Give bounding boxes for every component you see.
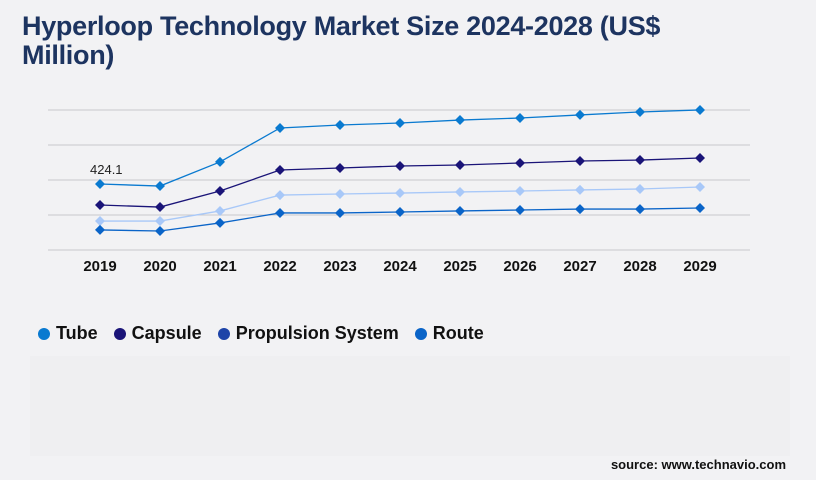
data-point bbox=[575, 184, 585, 195]
data-point bbox=[695, 153, 705, 164]
data-point bbox=[575, 155, 585, 166]
data-point bbox=[95, 224, 105, 235]
line-chart: 2019 2020 2021 2022 2023 2024 2025 2026 2027 2028… bbox=[48, 104, 750, 275]
x-tick-label: 2027 bbox=[563, 258, 596, 275]
data-point bbox=[275, 190, 285, 201]
legend-dot-icon bbox=[38, 327, 50, 340]
legend-panel-background bbox=[30, 356, 790, 456]
data-point bbox=[395, 188, 405, 199]
legend-label: Tube bbox=[56, 323, 98, 343]
x-tick-label: 2028 bbox=[623, 258, 656, 275]
data-point bbox=[335, 207, 345, 218]
data-point bbox=[395, 118, 405, 129]
chart-title: Hyperloop Technology Market Size 2024-20… bbox=[22, 11, 661, 70]
legend-dot-icon bbox=[113, 327, 126, 340]
legend-label: Capsule bbox=[131, 323, 202, 343]
data-point bbox=[455, 160, 465, 171]
data-point bbox=[455, 115, 465, 126]
data-point bbox=[335, 162, 345, 173]
data-point bbox=[335, 188, 345, 199]
data-point bbox=[215, 217, 225, 228]
x-tick-label: 2025 bbox=[443, 258, 476, 275]
source-label: source: www.technavio.com bbox=[610, 457, 786, 472]
data-point bbox=[275, 122, 285, 133]
data-point bbox=[155, 216, 165, 227]
x-tick-label: 2026 bbox=[503, 258, 536, 275]
data-point bbox=[395, 207, 405, 218]
x-tick-label: 2029 bbox=[683, 258, 716, 275]
x-tick-label: 2022 bbox=[263, 258, 296, 275]
data-point bbox=[515, 205, 525, 216]
data-point bbox=[95, 200, 105, 211]
data-point bbox=[95, 216, 105, 227]
x-tick-label: 2020 bbox=[143, 258, 176, 275]
data-point bbox=[635, 183, 645, 194]
data-point bbox=[155, 226, 165, 237]
legend-dot-icon bbox=[217, 327, 230, 340]
data-point bbox=[695, 202, 705, 213]
data-point bbox=[515, 158, 525, 169]
data-point bbox=[95, 179, 105, 189]
x-tick-label: 2021 bbox=[203, 258, 236, 275]
x-tick-label: 2023 bbox=[323, 258, 356, 275]
data-point bbox=[155, 181, 165, 192]
legend-label: Propulsion System bbox=[235, 323, 399, 343]
data-point bbox=[575, 204, 585, 215]
data-point bbox=[635, 155, 645, 166]
legend-item: Route bbox=[414, 323, 484, 344]
legend-dot-icon bbox=[414, 327, 427, 340]
data-point bbox=[575, 109, 585, 120]
legend-item: Propulsion System bbox=[217, 323, 399, 344]
data-point bbox=[455, 186, 465, 197]
data-point bbox=[155, 202, 165, 213]
data-point bbox=[515, 186, 525, 197]
data-point bbox=[215, 205, 225, 216]
data-point bbox=[695, 104, 705, 115]
data-point bbox=[455, 205, 465, 216]
data-point bbox=[275, 165, 285, 176]
x-tick-label: 2019 bbox=[83, 258, 116, 275]
data-point bbox=[635, 204, 645, 215]
data-point bbox=[395, 160, 405, 171]
data-point bbox=[215, 156, 225, 167]
data-label: 424.1 bbox=[90, 162, 123, 177]
data-point bbox=[635, 106, 645, 117]
data-point bbox=[515, 113, 525, 124]
legend-item: Tube bbox=[38, 323, 98, 344]
data-point bbox=[215, 186, 225, 197]
legend: Tube Capsule Propulsion System Route bbox=[38, 323, 484, 344]
x-tick-label: 2024 bbox=[383, 258, 417, 275]
legend-label: Route bbox=[432, 323, 484, 343]
data-point bbox=[275, 207, 285, 218]
data-point bbox=[695, 181, 705, 192]
legend-item: Capsule bbox=[113, 323, 202, 344]
data-point bbox=[335, 120, 345, 131]
